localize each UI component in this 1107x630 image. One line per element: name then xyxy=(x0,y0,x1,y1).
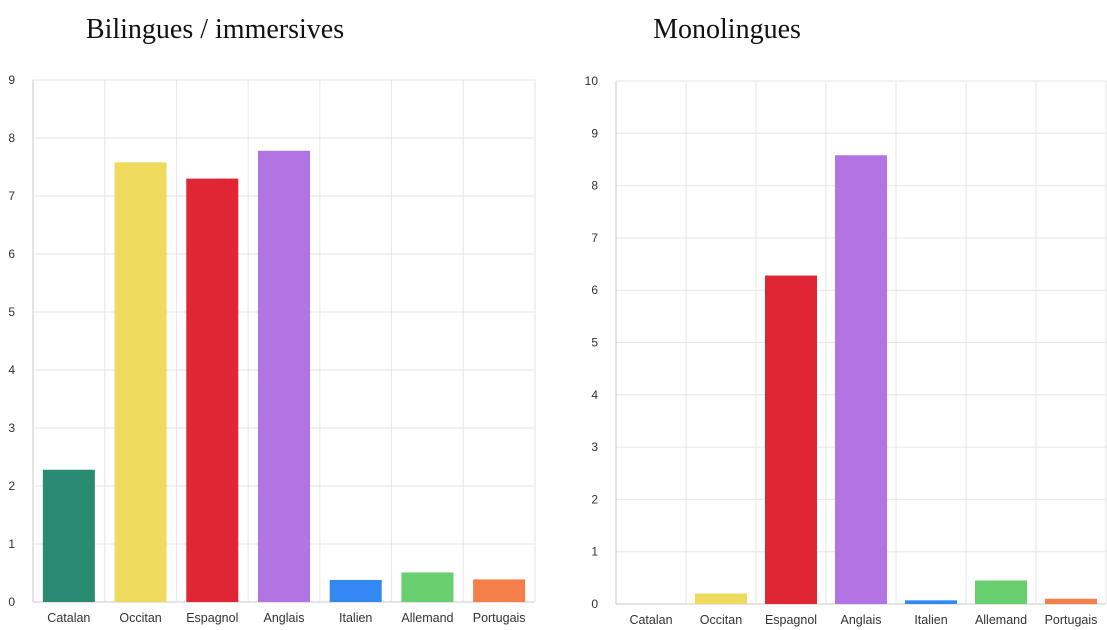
chart-title-bilingual: Bilingues / immersives xyxy=(86,14,344,45)
bar-occitan xyxy=(695,593,747,604)
bar-espagnol xyxy=(765,275,817,604)
y-tick-label: 9 xyxy=(591,126,598,140)
x-tick-label: Allemand xyxy=(975,613,1027,627)
x-tick-label: Italien xyxy=(339,611,372,625)
y-tick-label: 10 xyxy=(585,74,599,88)
bar-italien xyxy=(329,579,382,602)
y-tick-label: 1 xyxy=(591,545,598,559)
y-tick-label: 0 xyxy=(591,597,598,611)
y-tick-label: 5 xyxy=(8,305,15,319)
bar-anglais xyxy=(835,155,887,605)
y-tick-label: 4 xyxy=(8,363,15,377)
bar-occitan xyxy=(114,162,167,603)
bar-anglais xyxy=(258,150,310,602)
x-tick-label: Portugais xyxy=(1045,613,1098,627)
bar-espagnol xyxy=(186,178,239,602)
x-tick-label: Catalan xyxy=(629,613,672,627)
x-tick-label: Anglais xyxy=(264,611,305,625)
y-tick-label: 4 xyxy=(591,388,598,402)
y-tick-label: 6 xyxy=(8,247,15,261)
x-tick-label: Allemand xyxy=(401,611,453,625)
y-tick-label: 3 xyxy=(8,421,15,435)
y-tick-label: 2 xyxy=(591,492,598,506)
y-tick-label: 5 xyxy=(591,336,598,350)
bar-catalan xyxy=(42,469,95,602)
y-tick-label: 7 xyxy=(591,231,598,245)
y-tick-label: 8 xyxy=(591,179,598,193)
x-tick-label: Anglais xyxy=(841,613,882,627)
y-tick-label: 8 xyxy=(8,131,15,145)
bar-portugais xyxy=(473,579,526,602)
x-tick-label: Portugais xyxy=(473,611,526,625)
y-tick-label: 3 xyxy=(591,440,598,454)
bar-chart-bilingual: 0 1 2 3 4 5 6 7 8 9 Catalan Occitan Espagnol Anglais I… xyxy=(8,73,536,625)
chart-title-monolingual: Monolingues xyxy=(653,14,801,45)
x-tick-label: Espagnol xyxy=(186,611,238,625)
x-tick-label: Occitan xyxy=(119,611,161,625)
y-tick-label: 2 xyxy=(8,479,15,493)
bar-portugais xyxy=(1045,598,1097,604)
y-tick-label: 7 xyxy=(8,189,15,203)
bar-allemand xyxy=(401,572,454,602)
x-tick-label: Espagnol xyxy=(765,613,817,627)
x-tick-label: Occitan xyxy=(700,613,742,627)
y-tick-label: 9 xyxy=(8,73,15,87)
x-tick-label: Catalan xyxy=(47,611,90,625)
bar-allemand xyxy=(975,580,1027,604)
bar-italien xyxy=(905,600,957,604)
y-tick-label: 0 xyxy=(8,595,15,609)
y-tick-label: 6 xyxy=(591,283,598,297)
x-tick-label: Italien xyxy=(914,613,947,627)
y-tick-label: 1 xyxy=(8,537,15,551)
bar-chart-monolingual: 0 1 2 3 4 5 6 7 8 9 10 Catalan Occitan Espagnol Anglai… xyxy=(585,74,1107,627)
